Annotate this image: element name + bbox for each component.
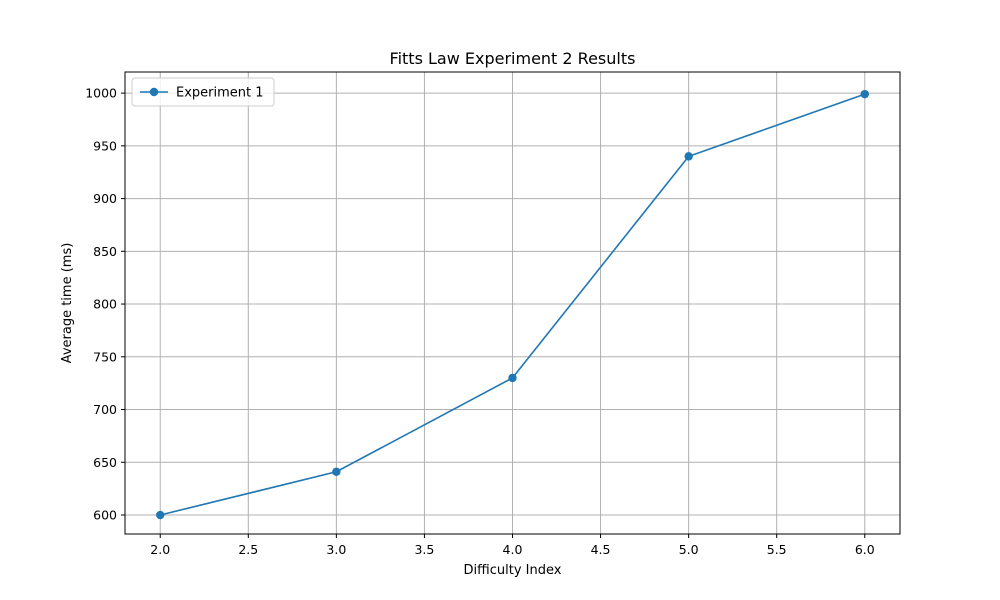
x-tick-label: 3.0 xyxy=(326,542,346,557)
legend-box xyxy=(131,77,275,107)
y-tick-label: 850 xyxy=(93,244,117,259)
y-tick-label: 900 xyxy=(93,191,117,206)
data-point xyxy=(332,467,341,476)
y-tick-label: 750 xyxy=(93,349,117,364)
legend-marker-swatch xyxy=(149,87,159,97)
data-point xyxy=(156,510,165,520)
y-tick-label: 800 xyxy=(93,297,117,312)
data-point xyxy=(860,89,869,99)
y-axis-label: Average time (ms) xyxy=(60,243,75,364)
data-point xyxy=(508,373,517,383)
ticks: 2.0 2.5 3.0 3.5 4.0 4.5 5.0 5.5 6.0 600 650 700 750 8… xyxy=(85,86,875,557)
x-tick-label: 2.0 xyxy=(150,542,170,557)
y-tick-label: 700 xyxy=(93,402,117,417)
grid xyxy=(125,72,900,534)
legend: Experiment 1 xyxy=(131,77,275,107)
x-tick-label: 5.5 xyxy=(767,542,787,557)
x-axis-label: Difficulty Index xyxy=(464,563,562,578)
data-point xyxy=(684,152,693,161)
x-tick-label: 6.0 xyxy=(855,542,875,557)
legend-label: Experiment 1 xyxy=(176,86,264,101)
y-tick-label: 1000 xyxy=(85,86,117,101)
y-tick-label: 650 xyxy=(93,455,117,470)
x-tick-label: 4.0 xyxy=(503,542,523,557)
y-tick-label: 600 xyxy=(93,508,117,523)
x-tick-label: 2.5 xyxy=(238,542,258,557)
x-tick-label: 3.5 xyxy=(414,542,434,557)
x-tick-label: 5.0 xyxy=(679,542,699,557)
series-layer xyxy=(156,89,869,520)
y-tick-label: 950 xyxy=(93,138,117,153)
chart-title: Fitts Law Experiment 2 Results xyxy=(390,49,636,68)
x-tick-label: 4.5 xyxy=(591,542,611,557)
